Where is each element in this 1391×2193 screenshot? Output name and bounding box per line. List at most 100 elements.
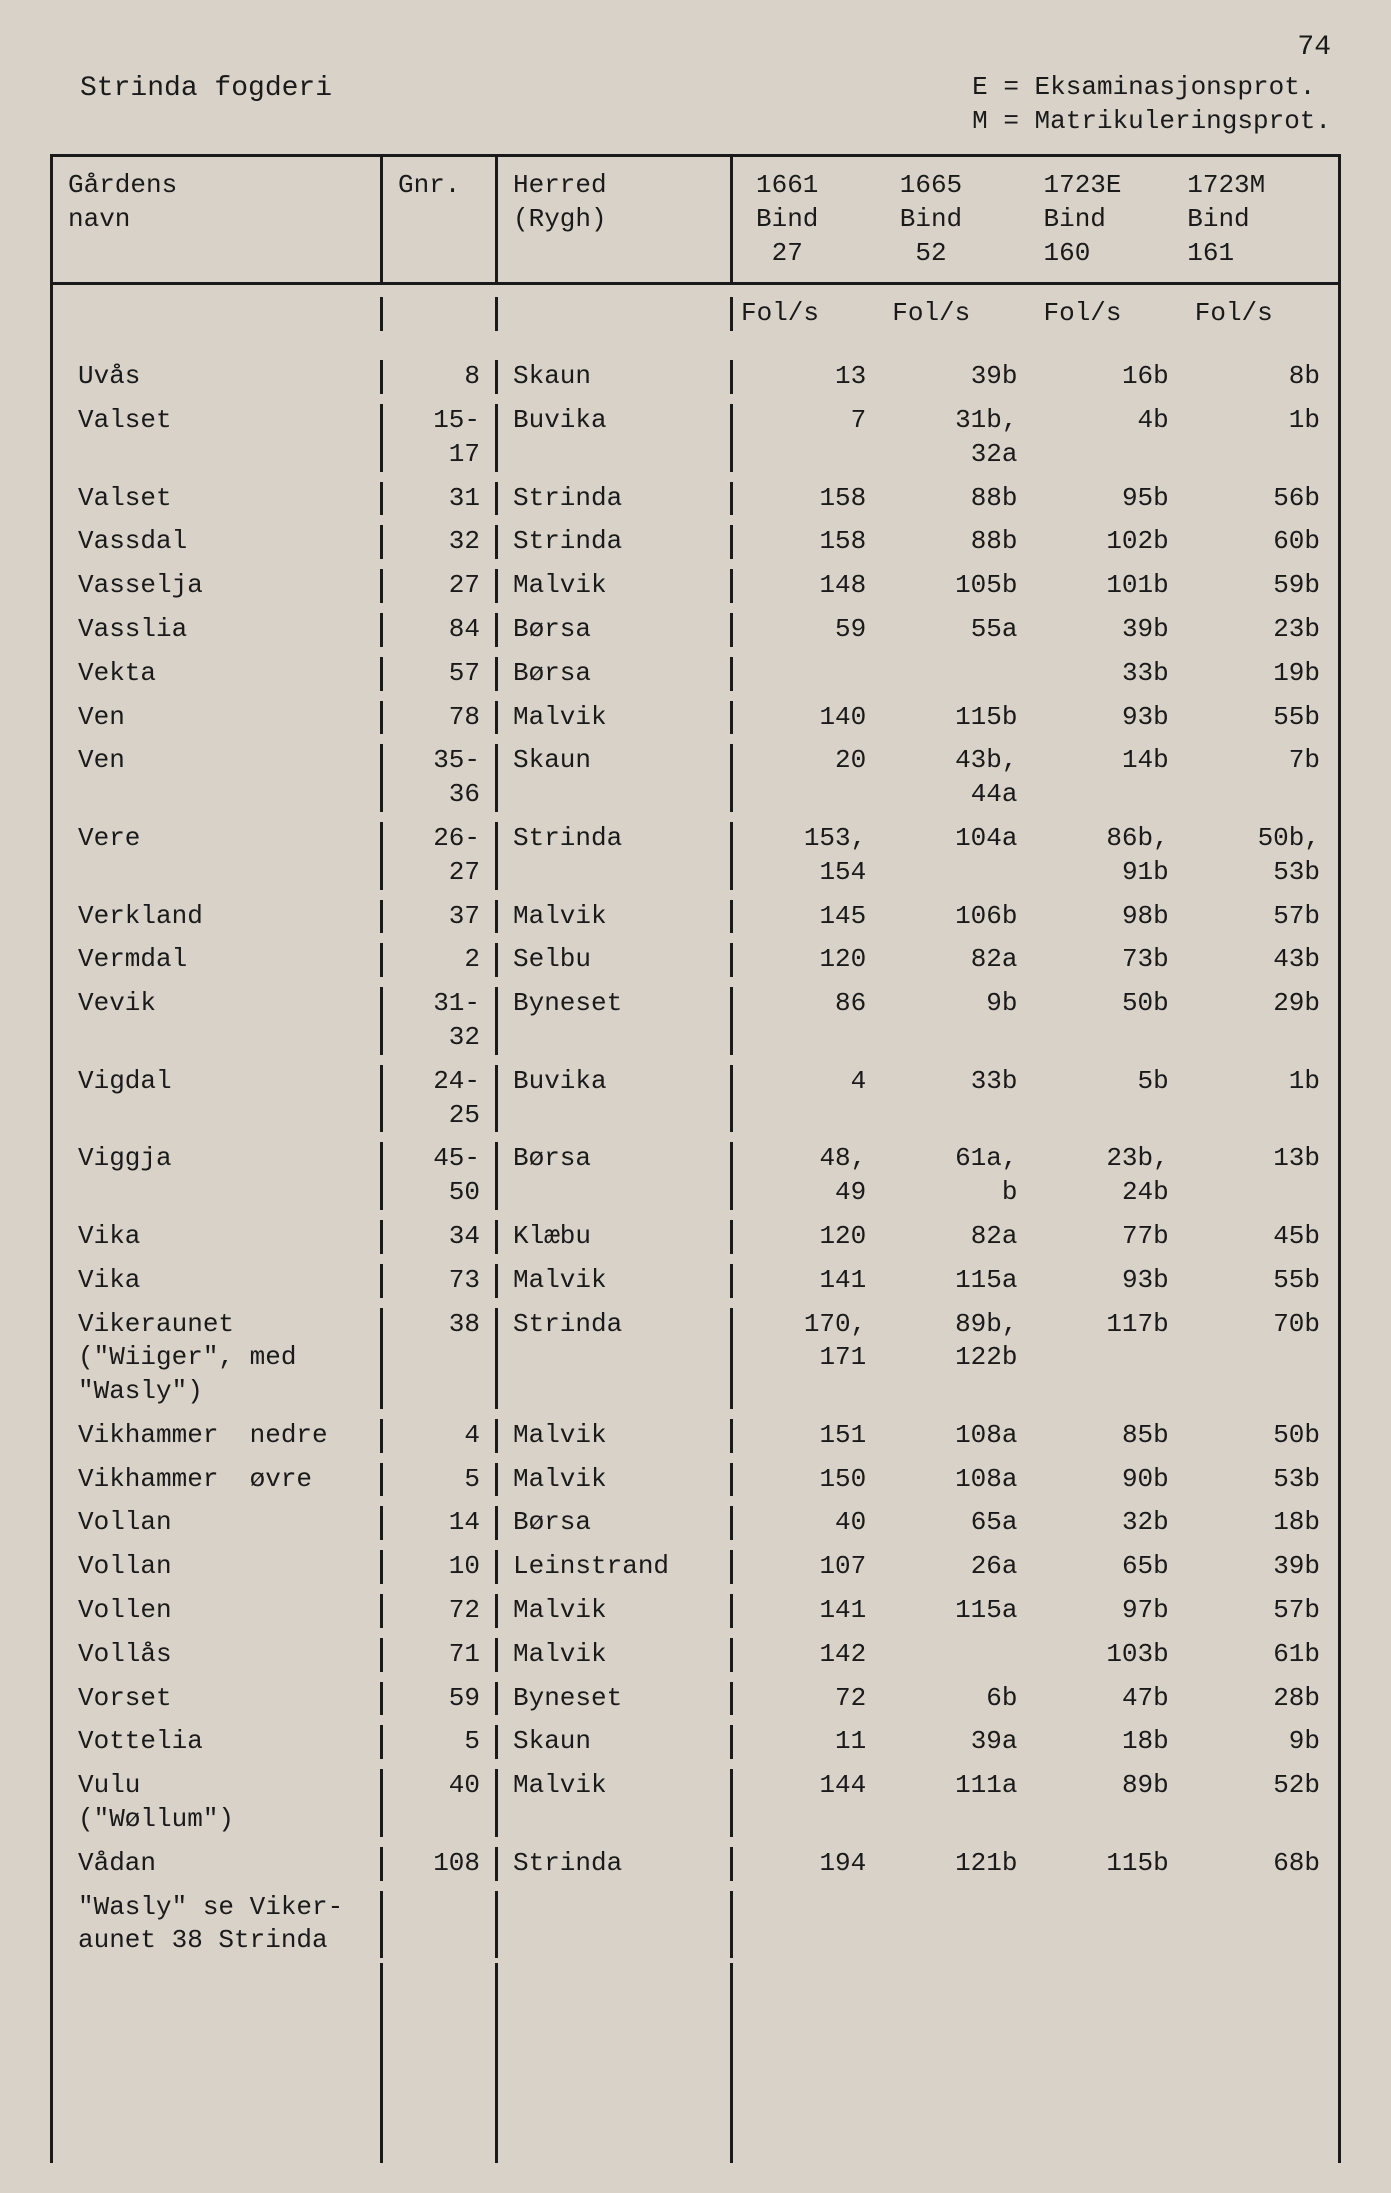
cell-herred: Malvik	[498, 1264, 733, 1298]
col-header-gnr: Gnr.	[383, 157, 498, 282]
cell-years: 15888b102b60b	[733, 525, 1338, 559]
cell-herred: Skaun	[498, 360, 733, 394]
cell-years: 48, 4961a, b23b, 24b13b	[733, 1142, 1338, 1210]
table-row: Vermdal2Selbu12082a73b43b	[53, 938, 1338, 982]
cell-name: Vollen	[53, 1594, 383, 1628]
table-subheader-row: Fol/s Fol/s Fol/s Fol/s	[53, 285, 1338, 345]
cell-name: Vådan	[53, 1847, 383, 1881]
cell-herred: Strinda	[498, 822, 733, 890]
cell-value: 19b	[1187, 657, 1338, 691]
table-row: Valset31Strinda15888b95b56b	[53, 477, 1338, 521]
cell-gnr: 59	[383, 1682, 498, 1716]
cell-years: 2043b, 44a14b7b	[733, 744, 1338, 812]
cell-value: 8b	[1187, 360, 1338, 394]
cell-value: 77b	[1036, 1220, 1187, 1254]
cell-gnr: 4	[383, 1419, 498, 1453]
cell-gnr: 84	[383, 613, 498, 647]
cell-gnr: 15- 17	[383, 404, 498, 472]
cell-value: 28b	[1187, 1682, 1338, 1716]
cell-value: 56b	[1187, 482, 1338, 516]
table-body: Uvås8Skaun1339b16b8bValset15- 17Buvika73…	[53, 345, 1338, 1963]
cell-value: 11	[733, 1725, 884, 1759]
cell-value: 153, 154	[733, 822, 884, 890]
cell-years: 170, 17189b, 122b117b70b	[733, 1308, 1338, 1409]
subheader-s4: Fol/s	[1187, 297, 1338, 331]
cell-years: 141115a97b57b	[733, 1594, 1338, 1628]
cell-value: 50b	[1036, 987, 1187, 1055]
table-row: Vekta57Børsa33b19b	[53, 652, 1338, 696]
table-row: Vikeraunet ("Wiiger", med "Wasly")38Stri…	[53, 1303, 1338, 1414]
cell-value: 120	[733, 943, 884, 977]
cell-value: 93b	[1036, 701, 1187, 735]
cell-years: 142103b61b	[733, 1638, 1338, 1672]
cell-years: 10726a65b39b	[733, 1550, 1338, 1584]
cell-value: 104a	[884, 822, 1035, 890]
header-title: Strinda fogderi	[80, 71, 332, 139]
cell-value: 150	[733, 1463, 884, 1497]
cell-herred: Selbu	[498, 943, 733, 977]
cell-value: 59	[733, 613, 884, 647]
table-header-row: Gårdens navn Gnr. Herred (Rygh) 1661 Bin…	[53, 157, 1338, 285]
cell-value: 18b	[1187, 1506, 1338, 1540]
cell-value: 53b	[1187, 1463, 1338, 1497]
cell-value: 13	[733, 360, 884, 394]
table-row: Ven35- 36Skaun2043b, 44a14b7b	[53, 739, 1338, 817]
cell-herred: Malvik	[498, 1594, 733, 1628]
cell-value: 39b	[884, 360, 1035, 394]
cell-years: 144111a89b52b	[733, 1769, 1338, 1837]
cell-value: 45b	[1187, 1220, 1338, 1254]
cell-value: 70b	[1187, 1308, 1338, 1409]
col-header-y4: 1723M Bind 161	[1179, 169, 1323, 270]
cell-gnr: 57	[383, 657, 498, 691]
cell-herred: Børsa	[498, 657, 733, 691]
col-header-y2: 1665 Bind 52	[892, 169, 1036, 270]
cell-herred: Malvik	[498, 1419, 733, 1453]
cell-value: 101b	[1036, 569, 1187, 603]
cell-value	[1036, 1891, 1187, 1959]
cell-value: 55b	[1187, 701, 1338, 735]
cell-herred: Malvik	[498, 1463, 733, 1497]
cell-value: 158	[733, 482, 884, 516]
table-row: Vulu ("Wøllum")40Malvik144111a89b52b	[53, 1764, 1338, 1842]
cell-gnr: 45- 50	[383, 1142, 498, 1210]
cell-gnr: 31	[383, 482, 498, 516]
cell-name: Uvås	[53, 360, 383, 394]
table-row: Vere26- 27Strinda153, 154104a86b, 91b50b…	[53, 817, 1338, 895]
cell-value: 145	[733, 900, 884, 934]
cell-name: Vulu ("Wøllum")	[53, 1769, 383, 1837]
table-row: Vottelia5Skaun1139a18b9b	[53, 1720, 1338, 1764]
cell-herred: Skaun	[498, 744, 733, 812]
table-row: Vika73Malvik141115a93b55b	[53, 1259, 1338, 1303]
cell-herred: Byneset	[498, 987, 733, 1055]
cell-years: 141115a93b55b	[733, 1264, 1338, 1298]
main-table: Gårdens navn Gnr. Herred (Rygh) 1661 Bin…	[50, 154, 1341, 2163]
cell-value: 48, 49	[733, 1142, 884, 1210]
cell-gnr	[383, 1891, 498, 1959]
cell-value: 115a	[884, 1264, 1035, 1298]
table-row: Vassdal32Strinda15888b102b60b	[53, 520, 1338, 564]
cell-value: 98b	[1036, 900, 1187, 934]
cell-years	[733, 1891, 1338, 1959]
cell-value: 68b	[1187, 1847, 1338, 1881]
cell-name: Ven	[53, 701, 383, 735]
cell-name: Vollan	[53, 1506, 383, 1540]
cell-gnr: 10	[383, 1550, 498, 1584]
cell-value: 55a	[884, 613, 1035, 647]
table-row: "Wasly" se Viker- aunet 38 Strinda	[53, 1886, 1338, 1964]
cell-years: 12082a77b45b	[733, 1220, 1338, 1254]
cell-herred: Strinda	[498, 482, 733, 516]
table-row: Verkland37Malvik145106b98b57b	[53, 895, 1338, 939]
cell-herred: Strinda	[498, 1847, 733, 1881]
table-row: Vådan108Strinda194121b115b68b	[53, 1842, 1338, 1886]
cell-herred: Børsa	[498, 1142, 733, 1210]
cell-value: 89b	[1036, 1769, 1187, 1837]
cell-name: Vika	[53, 1264, 383, 1298]
cell-value: 85b	[1036, 1419, 1187, 1453]
cell-value: 82a	[884, 943, 1035, 977]
table-row: Vevik31- 32Byneset869b50b29b	[53, 982, 1338, 1060]
cell-name: Ven	[53, 744, 383, 812]
cell-gnr: 32	[383, 525, 498, 559]
cell-value: 115b	[884, 701, 1035, 735]
cell-herred: Malvik	[498, 701, 733, 735]
cell-name: Verkland	[53, 900, 383, 934]
